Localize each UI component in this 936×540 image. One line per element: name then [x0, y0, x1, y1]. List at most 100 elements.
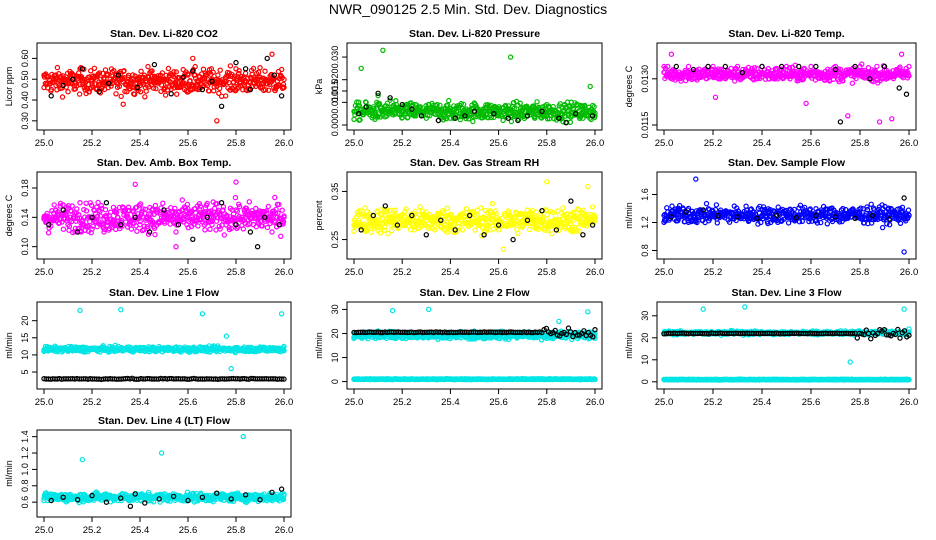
highlight-point: [813, 63, 819, 70]
data-point: [255, 69, 262, 75]
highlight-point: [363, 104, 369, 110]
data-point: [216, 85, 223, 92]
data-point: [202, 227, 208, 233]
data-point: [143, 88, 149, 94]
data-point: [371, 105, 377, 112]
data-point: [54, 64, 61, 71]
data-point: [77, 199, 83, 206]
x-tick-label: 25.2: [393, 138, 412, 149]
y-tick-label: 0.10: [20, 238, 30, 256]
y-tick-label: 0.010: [330, 91, 340, 114]
data-point: [550, 103, 556, 110]
data-point: [531, 103, 537, 109]
data-point: [77, 66, 83, 72]
data-point: [279, 66, 285, 73]
data-point: [50, 79, 56, 85]
data-point: [159, 70, 166, 76]
data-point: [246, 199, 252, 205]
x-tick-label: 25.8: [851, 267, 870, 278]
highlight-point: [409, 106, 415, 112]
data-point: [460, 101, 467, 108]
data-point: [121, 74, 128, 81]
data-point: [874, 63, 880, 70]
x-tick-label: 25.6: [489, 267, 508, 278]
data-point: [808, 63, 814, 70]
data-point: [234, 85, 240, 92]
data-point: [470, 118, 476, 125]
data-point: [351, 108, 357, 115]
data-point: [713, 202, 720, 208]
data-point: [102, 67, 109, 73]
data-point: [262, 87, 269, 93]
y-tick-label: 10: [20, 350, 30, 360]
data-point: [351, 228, 357, 235]
x-tick-label: 26.0: [275, 397, 294, 408]
data-point: [209, 76, 215, 82]
data-point: [210, 69, 216, 76]
data-point: [105, 71, 111, 78]
data-point: [235, 74, 241, 80]
y-tick-label: 0.25: [330, 231, 340, 249]
y-tick-label: 0.35: [330, 183, 340, 201]
data-point: [59, 94, 66, 100]
data-point: [552, 213, 559, 219]
y-tick-label: 0.30: [20, 112, 30, 130]
x-tick-label: 26.0: [586, 138, 605, 149]
data-point: [357, 117, 363, 123]
data-point: [269, 78, 275, 85]
data-point: [242, 70, 249, 77]
data-point: [233, 66, 239, 72]
highlight-point: [837, 119, 844, 125]
data-point: [51, 202, 57, 208]
data-point: [173, 229, 179, 235]
y-tick-label: 0.0130: [640, 65, 650, 93]
highlight-point: [705, 63, 711, 70]
data-point: [195, 223, 201, 229]
y-tick-label: 0.40: [20, 91, 30, 109]
data-point: [214, 118, 220, 124]
data-point: [138, 68, 144, 75]
y-tick-label: 0.8: [640, 244, 650, 257]
data-point: [153, 85, 159, 92]
data-point: [849, 80, 856, 86]
y-axis-label: ml/min: [4, 332, 14, 359]
data-point: [590, 204, 596, 210]
panel-title: Stan. Dev. Gas Stream RH: [410, 157, 539, 169]
data-point: [269, 229, 275, 235]
data-point: [278, 311, 285, 317]
highlight-point: [452, 115, 458, 121]
highlight-point: [48, 93, 54, 99]
data-point: [158, 82, 165, 88]
highlight-point: [278, 93, 285, 99]
data-points: [351, 47, 598, 126]
data-point: [233, 179, 239, 185]
highlight-point: [96, 88, 102, 95]
data-point: [495, 113, 502, 119]
data-point: [160, 200, 166, 206]
data-point: [488, 114, 495, 121]
highlight-point: [199, 86, 206, 93]
x-tick-label: 25.8: [227, 138, 246, 149]
data-point: [173, 91, 180, 97]
data-point: [898, 51, 905, 57]
data-point: [423, 115, 429, 121]
data-point: [387, 97, 393, 103]
x-tick-label: 25.8: [227, 397, 246, 408]
data-point: [591, 103, 597, 110]
data-point: [173, 69, 179, 75]
data-point: [463, 205, 470, 212]
data-point: [803, 100, 809, 107]
data-point: [142, 94, 148, 100]
x-tick-label: 26.0: [900, 267, 919, 278]
data-point: [162, 92, 169, 98]
data-point: [587, 83, 593, 90]
x-tick-label: 25.4: [131, 397, 150, 408]
data-point: [901, 249, 907, 255]
data-point: [876, 119, 883, 125]
data-point: [120, 101, 126, 107]
data-point: [580, 115, 586, 121]
highlight-point: [106, 80, 112, 87]
plot-frame: [346, 42, 603, 131]
data-point: [97, 90, 104, 96]
